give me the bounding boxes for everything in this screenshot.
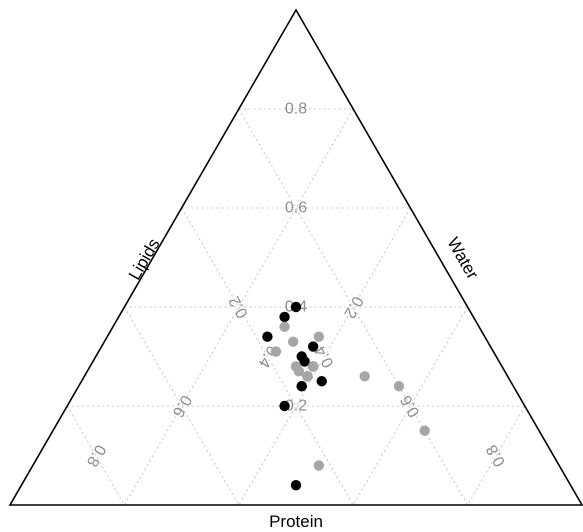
grid-line [123, 306, 240, 506]
data-point-series-2 [302, 371, 313, 382]
triangle-frame [8, 8, 583, 506]
data-point-series-1 [290, 301, 302, 313]
grid-line [238, 207, 411, 506]
data-point-series-1 [299, 356, 310, 367]
tick-labels: 0.20.20.20.40.40.40.60.60.60.80.80.8 [83, 101, 509, 470]
tick-label-top: 0.8 [285, 101, 307, 118]
grid-line [181, 207, 354, 506]
data-point-series-2 [359, 371, 370, 382]
data-point-series-1 [279, 311, 290, 323]
tick-label-right: 0.2 [226, 293, 252, 321]
data-point-series-1 [296, 381, 307, 392]
data-point-series-2 [393, 381, 405, 392]
grid-line [123, 108, 354, 506]
data-point-series-2 [279, 321, 290, 332]
tick-label-top: 0.6 [285, 200, 307, 217]
data-point-series-1 [262, 331, 273, 342]
tick-label-top: 0.2 [285, 398, 307, 415]
grid-line [352, 306, 469, 506]
data-point-series-1 [290, 480, 302, 491]
data-point-series-1 [279, 400, 290, 412]
axis-label-protein: Protein [269, 512, 323, 531]
data-points [262, 301, 430, 491]
tick-label-right: 0.8 [483, 442, 509, 470]
data-point-series-2 [419, 425, 430, 436]
data-point-series-2 [313, 460, 325, 471]
grid-line [238, 108, 469, 506]
data-point-series-2 [307, 361, 319, 372]
data-point-series-1 [316, 376, 327, 387]
grid-line [467, 405, 526, 506]
tick-label-left: 0.8 [83, 442, 109, 470]
data-point-series-2 [287, 336, 299, 347]
data-point-series-2 [293, 366, 305, 377]
axis-label-lipids: Lipids [125, 235, 164, 283]
tick-label-left: 0.6 [169, 392, 195, 420]
data-point-series-2 [313, 331, 325, 342]
tick-label-left: 0.2 [340, 293, 366, 321]
tick-label-right: 0.6 [397, 392, 423, 420]
grid-line [66, 405, 125, 506]
data-point-series-1 [307, 341, 319, 352]
data-point-series-2 [270, 346, 282, 357]
